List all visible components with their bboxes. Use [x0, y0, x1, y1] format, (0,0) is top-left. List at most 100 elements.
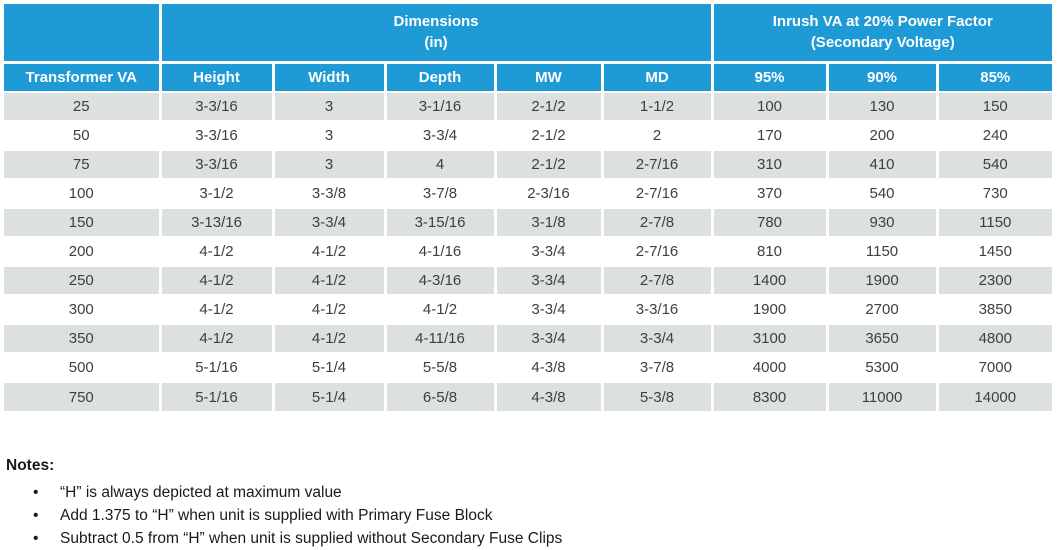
table-cell: 410: [825, 149, 938, 179]
table-cell: 730: [935, 178, 1053, 208]
table-cell: 5-3/8: [600, 381, 713, 411]
table-cell: 810: [710, 236, 828, 266]
table-cell: 150: [935, 91, 1053, 121]
column-header-85pct: 85%: [935, 62, 1053, 92]
table-cell: 4-1/2: [383, 294, 495, 324]
table-cell: 3-3/16: [600, 294, 713, 324]
table-cell: 3-1/8: [493, 207, 602, 237]
table-cell: 310: [710, 149, 828, 179]
table-cell: 250: [4, 265, 160, 295]
table-cell: 5-5/8: [383, 352, 495, 382]
table-cell: 3-3/4: [493, 236, 602, 266]
table-cell: 300: [4, 294, 160, 324]
table-cell: 2-7/16: [600, 236, 713, 266]
dimensions-group-header: Dimensions (in): [158, 4, 713, 64]
table-cell: 3-3/16: [158, 120, 273, 150]
column-header-90pct: 90%: [825, 62, 938, 92]
table-cell: 930: [825, 207, 938, 237]
table-cell: 1900: [710, 294, 828, 324]
table-cell: 2-1/2: [493, 120, 602, 150]
inrush-group-header: Inrush VA at 20% Power Factor (Secondary…: [710, 4, 1053, 64]
table-cell: 4-1/2: [158, 236, 273, 266]
table-cell: 750: [4, 381, 160, 411]
table-cell: 3: [271, 149, 385, 179]
table-cell: 5-1/16: [158, 381, 273, 411]
table-cell: 4-1/2: [158, 294, 273, 324]
column-header-95pct: 95%: [710, 62, 828, 92]
table-cell: 540: [935, 149, 1053, 179]
table-cell: 3-3/8: [271, 178, 385, 208]
dimensions-group-label-line2: (in): [424, 34, 448, 52]
table-cell: 3850: [935, 294, 1053, 324]
table-row: 150 3-13/16 3-3/4 3-15/16 3-1/8 2-7/8 780 930 11…: [4, 207, 1053, 237]
table-cell: 4-3/8: [493, 381, 602, 411]
table-cell: 780: [710, 207, 828, 237]
table-cell: 2300: [935, 265, 1053, 295]
table-cell: 4-3/16: [383, 265, 495, 295]
table-cell: 2700: [825, 294, 938, 324]
table-cell: 3-7/8: [383, 178, 495, 208]
table-row: 50 3-3/16 3 3-3/4 2-1/2 2 170 200 240: [4, 120, 1053, 150]
notes-list: “H” is always depicted at maximum valueA…: [6, 481, 1052, 550]
table-cell: 6-5/8: [383, 381, 495, 411]
note-item: Add 1.375 to “H” when unit is supplied w…: [6, 504, 1052, 527]
note-item: Subtract 0.5 from “H” when unit is suppl…: [6, 527, 1052, 550]
table-cell: 3-1/2: [158, 178, 273, 208]
table-row: 300 4-1/2 4-1/2 4-1/2 3-3/4 3-3/16 1900 2700 385…: [4, 294, 1053, 324]
table-cell: 4-1/2: [158, 265, 273, 295]
table-cell: 3: [271, 91, 385, 121]
table-row: 25 3-3/16 3 3-1/16 2-1/2 1-1/2 100 130 150: [4, 91, 1053, 121]
table-cell: 2-3/16: [493, 178, 602, 208]
table-cell: 4-1/2: [271, 294, 385, 324]
table-cell: 1150: [825, 236, 938, 266]
table-cell: 4-11/16: [383, 323, 495, 353]
table-cell: 4-1/16: [383, 236, 495, 266]
table-cell: 4-1/2: [158, 323, 273, 353]
column-header-row: Transformer VA Height Width Depth MW MD …: [4, 62, 1053, 92]
table-cell: 4-1/2: [271, 236, 385, 266]
table-cell: 500: [4, 352, 160, 382]
table-cell: 100: [710, 91, 828, 121]
table-cell: 8300: [710, 381, 828, 411]
table-cell: 5300: [825, 352, 938, 382]
table-cell: 350: [4, 323, 160, 353]
table-row: 350 4-1/2 4-1/2 4-11/16 3-3/4 3-3/4 3100 3650 48…: [4, 323, 1053, 353]
table-header: Dimensions (in) Inrush VA at 20% Power F…: [4, 4, 1053, 92]
notes-title: Notes:: [6, 457, 55, 474]
table-cell: 1-1/2: [600, 91, 713, 121]
notes-section: Notes: “H” is always depicted at maximum…: [6, 457, 1052, 550]
table-cell: 1450: [935, 236, 1053, 266]
table-cell: 1400: [710, 265, 828, 295]
group-header-row: Dimensions (in) Inrush VA at 20% Power F…: [4, 4, 1053, 64]
table-body: 25 3-3/16 3 3-1/16 2-1/2 1-1/2 100 130 150 50 3-3/…: [4, 91, 1053, 411]
table-cell: 5-1/16: [158, 352, 273, 382]
table-cell: 100: [4, 178, 160, 208]
table-cell: 2: [600, 120, 713, 150]
table-cell: 50: [4, 120, 160, 150]
table-cell: 370: [710, 178, 828, 208]
column-header-transformer-va: Transformer VA: [4, 62, 160, 92]
column-header-mw: MW: [493, 62, 602, 92]
table-cell: 4-1/2: [271, 323, 385, 353]
column-header-depth: Depth: [383, 62, 495, 92]
table-cell: 150: [4, 207, 160, 237]
table-cell: 4800: [935, 323, 1053, 353]
table-cell: 11000: [825, 381, 938, 411]
table-cell: 2-1/2: [493, 91, 602, 121]
table-cell: 4000: [710, 352, 828, 382]
table-row: 750 5-1/16 5-1/4 6-5/8 4-3/8 5-3/8 8300 11000 14…: [4, 381, 1053, 411]
table-cell: 4-1/2: [271, 265, 385, 295]
table-row: 250 4-1/2 4-1/2 4-3/16 3-3/4 2-7/8 1400 1900 230…: [4, 265, 1053, 295]
corner-header-cell: [4, 4, 160, 64]
table-cell: 25: [4, 91, 160, 121]
table-cell: 3-15/16: [383, 207, 495, 237]
table-cell: 7000: [935, 352, 1053, 382]
table-cell: 2-7/16: [600, 178, 713, 208]
table-cell: 4: [383, 149, 495, 179]
table-cell: 14000: [935, 381, 1053, 411]
table-cell: 3-3/4: [383, 120, 495, 150]
dimensions-group-label-line1: Dimensions: [393, 12, 479, 30]
table-cell: 540: [825, 178, 938, 208]
inrush-group-label-line1: Inrush VA at 20% Power Factor: [772, 12, 993, 30]
